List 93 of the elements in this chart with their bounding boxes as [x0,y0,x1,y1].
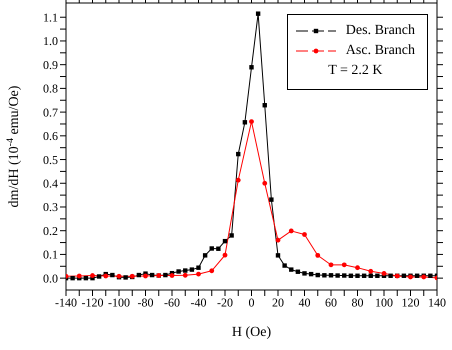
legend-label: Des. Branch [346,23,415,39]
point [315,252,320,258]
point [328,273,334,278]
point [262,103,267,108]
point [382,270,386,276]
point [276,253,280,258]
y-tick-label: 0.7 [43,105,58,120]
point [222,238,228,244]
x-tick-label: 40 [298,296,310,310]
y-tick-label: 0.4 [43,176,58,191]
x-tick-label: -20 [217,296,233,310]
point [190,267,194,272]
x-tick-label: 0 [248,296,254,310]
point [196,266,201,270]
x-tick-label: 120 [402,296,420,310]
point [176,269,181,274]
y-tick-label: 0.0 [43,271,58,286]
point [196,272,201,277]
x-tick-label: -80 [138,296,154,310]
point [355,265,360,270]
point [136,272,142,278]
point [288,228,294,234]
point [296,270,300,274]
x-tick-label: -60 [164,296,180,310]
point [210,246,214,251]
point [236,178,241,183]
point [262,180,268,186]
point [269,197,274,202]
point [143,274,148,278]
point [202,253,208,258]
point [355,274,360,278]
x-tick-label: -120 [82,296,104,310]
y-tick-label: 0.3 [43,200,58,214]
point [368,268,374,274]
point [216,246,221,251]
point [163,272,168,278]
point [123,275,128,280]
point [289,267,294,272]
point [302,271,307,276]
x-tick-label: -40 [190,296,206,310]
point [84,276,88,280]
point [256,11,260,16]
point [302,232,307,237]
point [70,276,75,280]
x-tick-label: -100 [108,296,130,310]
x-tick-label: 60 [325,296,337,310]
y-tick-label: 1.0 [43,34,58,48]
point [222,252,228,258]
point [414,274,420,278]
x-axis-title: H (Oe) [232,325,272,340]
point [182,272,188,278]
point [242,120,248,125]
point [375,274,380,278]
y-tick-label: 0.8 [43,82,58,96]
point [368,274,373,278]
point [282,263,287,268]
point [183,268,188,273]
point [90,273,95,278]
point [96,274,102,279]
y-tick-label: 0.9 [43,58,58,72]
point [276,238,280,243]
x-tick-label: 20 [272,296,284,310]
point [236,152,240,156]
point [335,273,340,278]
point [249,65,254,70]
point [428,274,433,278]
annotation: T = 2.2 K [327,62,384,80]
point [322,273,327,278]
x-tick-label: 80 [352,296,364,310]
point [348,274,354,278]
y-tick-label: 0.2 [43,224,58,238]
x-tick-label: 100 [375,296,393,310]
point [308,272,314,276]
y-tick-label: 0.1 [43,248,58,262]
point [328,262,334,268]
x-tick-label: -140 [55,296,77,310]
point [342,262,347,268]
point [316,272,320,278]
y-tick-label: 0.5 [43,152,58,167]
x-tick-label: 140 [428,296,446,310]
point [362,274,366,278]
y-tick-label: 0.6 [43,129,58,144]
point [170,273,174,278]
point [209,268,214,274]
point [402,274,406,278]
point [229,233,234,238]
point [249,119,254,124]
point [110,272,115,278]
point [342,273,346,278]
point [388,274,393,278]
point [150,272,154,278]
legend-label: Asc. Branch [346,43,415,59]
y-tick-label: 1.1 [43,10,58,24]
